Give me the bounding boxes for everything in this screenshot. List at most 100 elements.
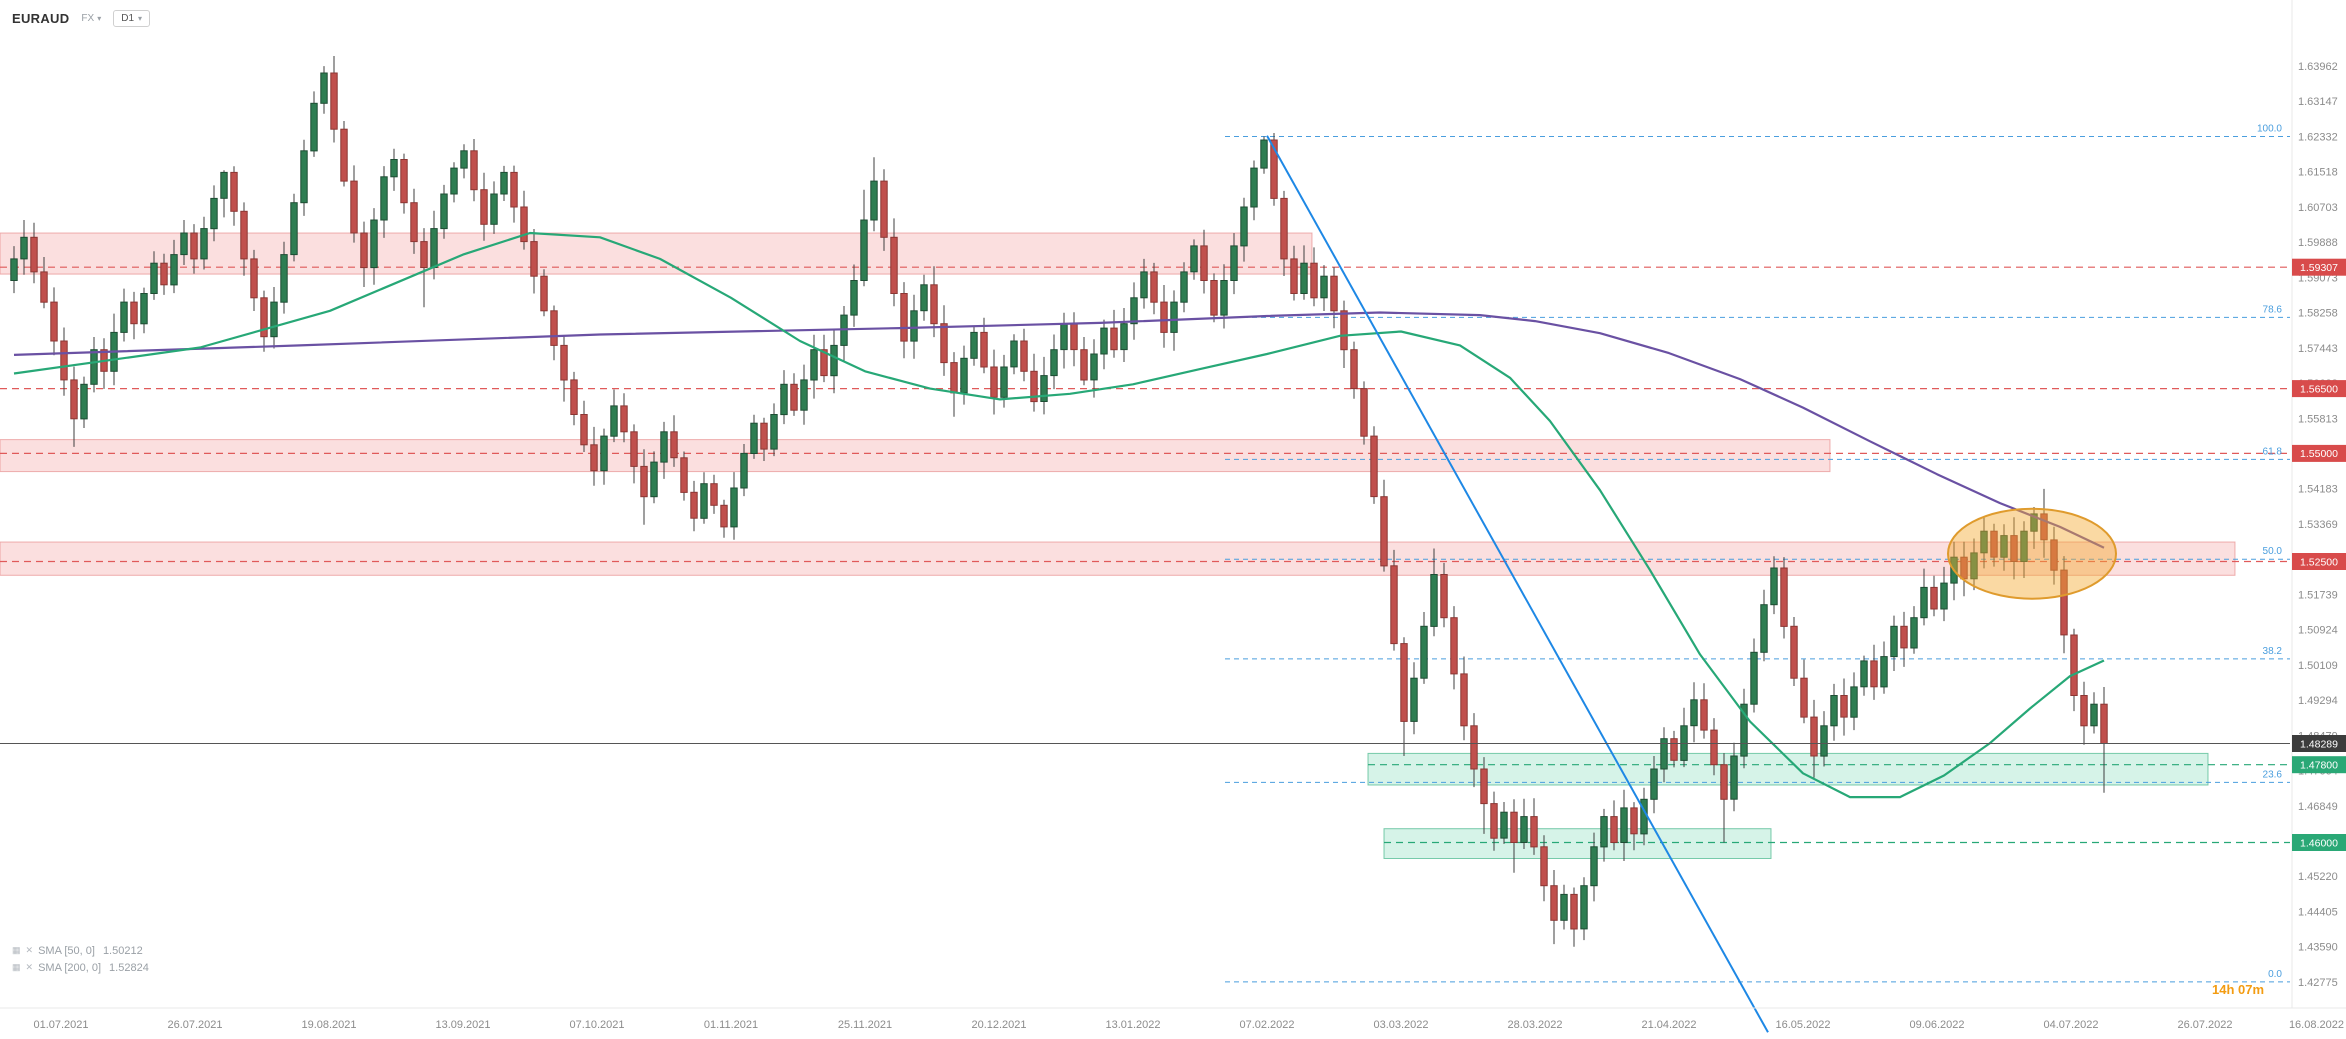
- candle: [350, 165, 358, 243]
- resistance-zone[interactable]: [0, 439, 1831, 473]
- candle-body-down: [70, 379, 78, 420]
- candle: [220, 170, 228, 218]
- candle-body-up: [750, 422, 758, 455]
- sma50-line[interactable]: [13, 231, 2105, 799]
- candle-body-down: [1570, 893, 1578, 930]
- candle: [1800, 659, 1808, 724]
- price-axis-label: 1.59888: [2298, 237, 2338, 249]
- candle: [300, 139, 308, 216]
- candle-body-up: [1850, 686, 1858, 718]
- candle-body-down: [1350, 349, 1358, 390]
- candle-body-up: [1250, 167, 1258, 208]
- candle-body-down: [60, 340, 68, 381]
- symbol-name[interactable]: EURAUD: [12, 11, 70, 26]
- candle: [1510, 799, 1518, 873]
- candle: [1790, 617, 1798, 686]
- candle-body-down: [340, 128, 348, 182]
- candle-body-up: [870, 180, 878, 221]
- candle-body-down: [1310, 262, 1318, 299]
- candle-body-down: [580, 414, 588, 446]
- indicator-remove-icon[interactable]: ✕: [25, 962, 34, 972]
- candle-body-down: [1400, 643, 1408, 722]
- market-type-dropdown[interactable]: FX ▾: [81, 13, 101, 24]
- candle-body-down: [1720, 764, 1728, 800]
- timeframe-dropdown[interactable]: D1 ▾: [113, 10, 151, 27]
- candle: [1560, 884, 1568, 930]
- sma50-label: SMA [50, 0]: [38, 944, 95, 957]
- candle: [210, 185, 218, 242]
- fib-label-23.6: 23.6: [2263, 769, 2283, 780]
- candle-body-up: [120, 301, 128, 333]
- price-tag-1.46000: 1.46000: [2292, 834, 2346, 851]
- candle: [1490, 791, 1498, 851]
- candle-body-down: [1030, 370, 1038, 403]
- candle: [990, 349, 998, 415]
- candle: [800, 364, 808, 425]
- candle: [80, 376, 88, 428]
- support-zone[interactable]: [1383, 828, 1772, 860]
- candle: [870, 157, 878, 232]
- candle-body-down: [360, 232, 368, 269]
- candle: [550, 305, 558, 361]
- candle-body-down: [2060, 569, 2068, 636]
- candle: [1670, 730, 1678, 768]
- indicator-settings-icon[interactable]: ▦: [12, 945, 21, 955]
- candle: [1620, 789, 1628, 861]
- chart-header: EURAUD FX ▾ D1 ▾: [12, 10, 151, 27]
- candle-body-up: [1740, 703, 1748, 757]
- candle: [1340, 300, 1348, 368]
- candle-body-up: [1100, 327, 1108, 355]
- candle-body-down: [1610, 816, 1618, 843]
- candle-body-down: [1710, 729, 1718, 766]
- resistance-zone[interactable]: [0, 541, 2236, 576]
- candle: [10, 246, 18, 294]
- indicator-remove-icon[interactable]: ✕: [25, 945, 34, 955]
- candle-body-down: [1330, 275, 1338, 312]
- candle-body-up: [800, 379, 808, 411]
- candle-body-down: [1110, 327, 1118, 351]
- candle: [2080, 681, 2088, 745]
- candle-body-up: [1730, 755, 1738, 800]
- price-tag-1.59307: 1.59307: [2292, 258, 2346, 276]
- candle: [1820, 711, 1828, 767]
- candle: [1240, 197, 1248, 262]
- candle: [2030, 507, 2038, 549]
- highlight-ellipse[interactable]: [1947, 507, 2117, 600]
- time-axis[interactable]: 01.07.2021 26.07.2021 19.08.2021 13.09.2021…: [33, 1019, 2344, 1031]
- candle-body-down: [790, 383, 798, 411]
- candle: [1700, 683, 1708, 739]
- candle-body-up: [430, 228, 438, 269]
- candle: [850, 264, 858, 327]
- candle-body-down: [1380, 496, 1388, 567]
- candle: [30, 222, 38, 284]
- market-label: FX: [81, 13, 95, 24]
- candle-body-up: [1980, 530, 1988, 554]
- candle-body-down: [2050, 539, 2058, 571]
- candle: [190, 224, 198, 274]
- price-axis-label: 1.46849: [2298, 801, 2338, 813]
- price-axis-label: 1.45220: [2298, 871, 2338, 883]
- price-axis-label: 1.63147: [2298, 96, 2338, 108]
- candle-body-down: [1630, 807, 1638, 835]
- sma200-line[interactable]: [13, 311, 2105, 549]
- price-axis-label: 1.58258: [2298, 308, 2338, 320]
- candle: [1460, 656, 1468, 741]
- candle-body-down: [2080, 695, 2088, 727]
- candle-body-down: [1510, 811, 1518, 844]
- price-tag-1.55000: 1.55000: [2292, 444, 2346, 462]
- candle-body-down: [1960, 556, 1968, 580]
- candle-body-down: [1070, 323, 1078, 351]
- candle-body-up: [1860, 660, 1868, 688]
- candle: [670, 415, 678, 467]
- candle-body-down: [250, 258, 258, 299]
- candle: [730, 472, 738, 540]
- fib-label-78.6: 78.6: [2263, 304, 2283, 315]
- candle: [770, 403, 778, 457]
- price-axis-label: 1.63962: [2298, 61, 2338, 73]
- indicator-settings-icon[interactable]: ▦: [12, 962, 21, 972]
- candle-body-up: [730, 487, 738, 528]
- candle-body-down: [980, 331, 988, 368]
- sma50-value: 1.50212: [102, 944, 143, 957]
- trendline[interactable]: [1266, 135, 1769, 1033]
